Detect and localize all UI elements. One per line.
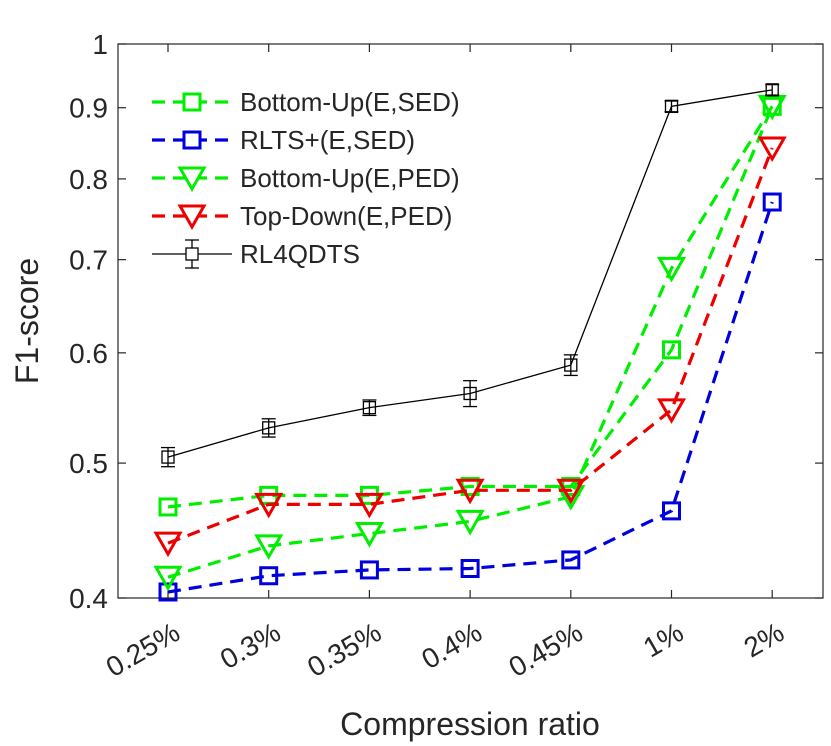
data-point-marker — [262, 421, 276, 435]
legend-label: Top-Down(E,PED) — [240, 201, 452, 231]
x-tick-label: 0.35% — [302, 616, 386, 683]
data-point-marker — [254, 492, 284, 519]
y-tick-label: 1 — [92, 29, 108, 60]
x-tick-label: 0.3% — [215, 616, 286, 675]
plot-area — [118, 44, 823, 598]
x-tick-label: 0.45% — [504, 616, 588, 683]
data-point-marker — [354, 522, 384, 548]
y-ticks: 0.4 0.5 0.6 0.7 0.8 0.9 1 — [69, 29, 823, 614]
legend-item-rl4qdts: RL4QDTS — [152, 239, 360, 269]
series-bottom-up-e-ped — [153, 94, 787, 592]
legend: Bottom-Up(E,SED) RLTS+(E,SED) Bottom-Up(E,… — [152, 87, 460, 269]
data-point-marker — [359, 560, 379, 580]
series-rlts-e-sed — [158, 192, 782, 602]
series — [153, 83, 787, 602]
legend-label: RLTS+(E,SED) — [240, 125, 415, 155]
x-tick-label: 0.25% — [101, 616, 185, 683]
data-point-marker — [757, 136, 787, 163]
series-line — [167, 105, 774, 579]
legend-item-top-down-e-ped: Top-Down(E,PED) — [152, 201, 452, 231]
data-point-marker — [161, 450, 175, 464]
y-tick-label: 0.5 — [69, 448, 108, 479]
data-point-marker — [158, 497, 178, 517]
y-axis-label: F1-score — [9, 258, 45, 384]
data-point-marker — [662, 501, 681, 521]
legend-label: Bottom-Up(E,PED) — [240, 163, 460, 193]
data-point-marker — [259, 566, 279, 586]
legend-marker — [182, 130, 202, 150]
axes-box — [117, 43, 824, 599]
y-tick-label: 0.8 — [69, 164, 108, 195]
data-point-marker — [254, 534, 284, 560]
data-point-marker — [362, 401, 377, 415]
x-tick-label: 0.4% — [416, 616, 487, 675]
data-point-marker — [765, 83, 779, 97]
data-point-marker — [556, 478, 586, 505]
data-point-marker — [762, 192, 782, 212]
x-tick-label: 1% — [638, 616, 689, 663]
data-point-marker — [460, 559, 480, 579]
series-line — [167, 105, 774, 509]
y-tick-label: 0.6 — [69, 338, 108, 369]
data-point-marker — [564, 358, 578, 372]
legend-marker — [182, 92, 202, 112]
series-top-down-e-ped — [153, 136, 787, 558]
data-point-marker — [354, 492, 384, 519]
data-point-marker — [656, 256, 687, 283]
y-tick-label: 0.4 — [69, 583, 108, 614]
data-point-marker — [556, 485, 586, 511]
y-tick-label: 0.9 — [69, 93, 108, 124]
data-point-marker — [662, 340, 681, 360]
series-rl4qdts — [161, 83, 780, 468]
legend-label: Bottom-Up(E,SED) — [240, 87, 460, 117]
data-point-marker — [561, 550, 581, 570]
x-axis-label: Compression ratio — [340, 706, 600, 742]
data-point-marker — [656, 398, 687, 424]
data-point-marker — [664, 99, 679, 114]
y-tick-label: 0.7 — [69, 245, 108, 276]
legend-item-rlts-e-sed: RLTS+(E,SED) — [152, 125, 415, 155]
legend-marker — [177, 166, 207, 193]
x-tick-label: 2% — [739, 616, 790, 663]
data-point-marker — [153, 531, 183, 558]
legend-label: RL4QDTS — [240, 239, 360, 269]
legend-item-bottom-up-e-sed: Bottom-Up(E,SED) — [152, 87, 460, 117]
series-line — [167, 147, 774, 545]
data-point-marker — [455, 509, 485, 536]
data-point-marker — [158, 582, 178, 602]
data-point-marker — [455, 478, 485, 505]
legend-marker — [185, 247, 199, 261]
data-point-marker — [153, 565, 183, 592]
legend-item-bottom-up-e-ped: Bottom-Up(E,PED) — [152, 163, 460, 193]
series-line — [167, 201, 774, 594]
legend-marker — [177, 204, 207, 231]
data-point-marker — [463, 386, 477, 401]
